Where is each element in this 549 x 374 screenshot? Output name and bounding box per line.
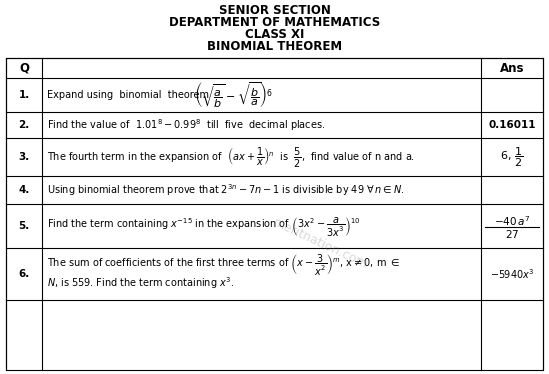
Text: The sum of coefficients of the first three terms of $\left(x-\dfrac{3}{x^{2}}\ri: The sum of coefficients of the first thr… — [47, 252, 400, 278]
Text: Find the value of  $1.01^{8} - 0.99^{8}$  till  five  decimal places.: Find the value of $1.01^{8} - 0.99^{8}$ … — [47, 117, 326, 133]
Text: 4.: 4. — [18, 185, 30, 195]
Text: $-5940x^{3}$: $-5940x^{3}$ — [490, 267, 534, 281]
Text: 2.: 2. — [18, 120, 30, 130]
Bar — [6, 58, 543, 370]
Text: The fourth term in the expansion of  $\left(ax+\dfrac{1}{x}\right)^{n}$  is  $\d: The fourth term in the expansion of $\le… — [47, 145, 415, 169]
Text: Find the term containing $x^{-15}$ in the expansion of $\left(3x^{2}-\dfrac{a}{3: Find the term containing $x^{-15}$ in th… — [47, 215, 361, 237]
Text: Q: Q — [19, 61, 29, 74]
Text: Using binomial theorem prove that $2^{3n}-7n-1$ is divisible by 49 $\forall\,n\i: Using binomial theorem prove that $2^{3n… — [47, 182, 405, 198]
Text: CLASS XI: CLASS XI — [245, 28, 304, 41]
Text: $\left(\sqrt{\dfrac{a}{b}}-\sqrt{\dfrac{b}{a}}\right)^{\!6}$: $\left(\sqrt{\dfrac{a}{b}}-\sqrt{\dfrac{… — [194, 80, 272, 110]
Text: 3.: 3. — [18, 152, 30, 162]
Text: 5.: 5. — [18, 221, 30, 231]
Text: $-40\,a^{7}$: $-40\,a^{7}$ — [494, 214, 530, 228]
Text: 6.: 6. — [18, 269, 30, 279]
Text: DEPARTMENT OF MATHEMATICS: DEPARTMENT OF MATHEMATICS — [169, 16, 380, 29]
Text: BINOMIAL THEOREM: BINOMIAL THEOREM — [207, 40, 342, 53]
Text: meritnation.com: meritnation.com — [270, 216, 369, 272]
Text: Expand using  binomial  theorem: Expand using binomial theorem — [47, 90, 212, 100]
Text: 1.: 1. — [18, 90, 30, 100]
Text: $6,\,\dfrac{1}{2}$: $6,\,\dfrac{1}{2}$ — [500, 145, 524, 169]
Text: $N$, is 559. Find the term containing $x^{3}$.: $N$, is 559. Find the term containing $x… — [47, 275, 234, 291]
Text: Ans: Ans — [500, 61, 524, 74]
Text: SENIOR SECTION: SENIOR SECTION — [219, 4, 330, 17]
Text: $27$: $27$ — [505, 228, 519, 240]
Text: 0.16011: 0.16011 — [488, 120, 536, 130]
